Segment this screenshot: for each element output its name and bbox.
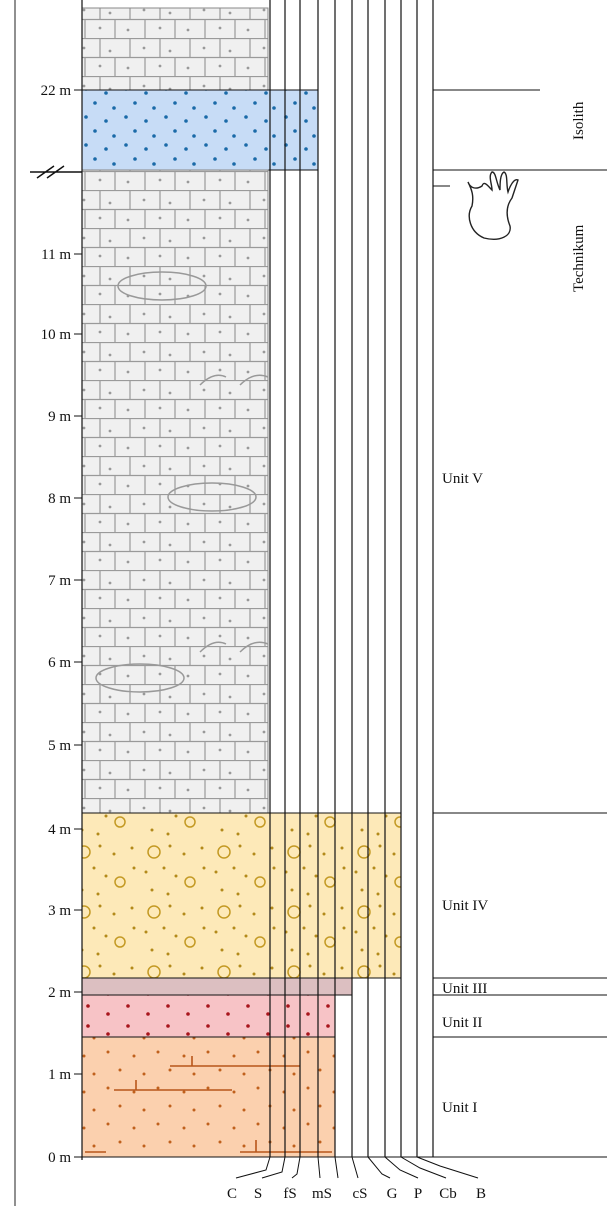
unit-ii-layer (81, 994, 336, 1038)
depth-ticks (74, 89, 82, 1158)
grain-label: P (414, 1186, 422, 1202)
grain-label: S (254, 1186, 262, 1202)
depth-label: 7 m (48, 573, 71, 589)
grain-leaders (235, 1156, 479, 1179)
unconformity-mark (30, 165, 82, 179)
depth-label: 2 m (48, 985, 71, 1001)
depth-label: 1 m (48, 1067, 71, 1083)
depth-label: 5 m (48, 738, 71, 754)
depth-label: 4 m (48, 822, 71, 838)
depth-label: 3 m (48, 903, 71, 919)
depth-label: 9 m (48, 409, 71, 425)
unit-label: Unit IV (442, 898, 488, 914)
burrows (85, 1056, 332, 1153)
depth-label: 10 m (41, 327, 72, 343)
depth-label: 0 m (48, 1150, 71, 1166)
grain-label: C (227, 1186, 237, 1202)
grain-label: B (476, 1186, 486, 1202)
isolith-layer (81, 89, 319, 171)
unit-label: Unit V (442, 471, 483, 487)
footprint-icon (467, 171, 519, 240)
grain-label: Cb (439, 1186, 457, 1202)
depth-label: 8 m (48, 491, 71, 507)
depth-label: 22 m (41, 83, 72, 99)
nodules (95, 271, 269, 693)
unit-label: Unit I (442, 1100, 477, 1116)
grain-label: fS (283, 1186, 296, 1202)
unit-i-layer (81, 1036, 336, 1158)
layers (81, 7, 402, 1158)
depth-label: 6 m (48, 655, 71, 671)
formation-label: Isolith (571, 101, 587, 140)
unit-v-layer (81, 169, 269, 814)
unit-label: Unit III (442, 981, 487, 997)
depth-label: 11 m (41, 247, 71, 263)
limestone-top (81, 7, 269, 91)
grain-label: cS (353, 1186, 368, 1202)
depth-labels: 22 m 11 m 10 m 9 m 8 m 7 m 6 m 5 m 4 m 3… (41, 83, 72, 1166)
grain-labels: C S fS mS cS G P Cb B (227, 1186, 486, 1202)
unit-iv-layer (81, 812, 402, 979)
unit-boundaries (433, 89, 607, 1038)
grain-label: G (387, 1186, 398, 1202)
unit-iii-layer (81, 977, 353, 996)
grain-label: mS (312, 1186, 332, 1202)
unit-label: Unit II (442, 1015, 482, 1031)
formation-label: Technikum (571, 224, 587, 292)
